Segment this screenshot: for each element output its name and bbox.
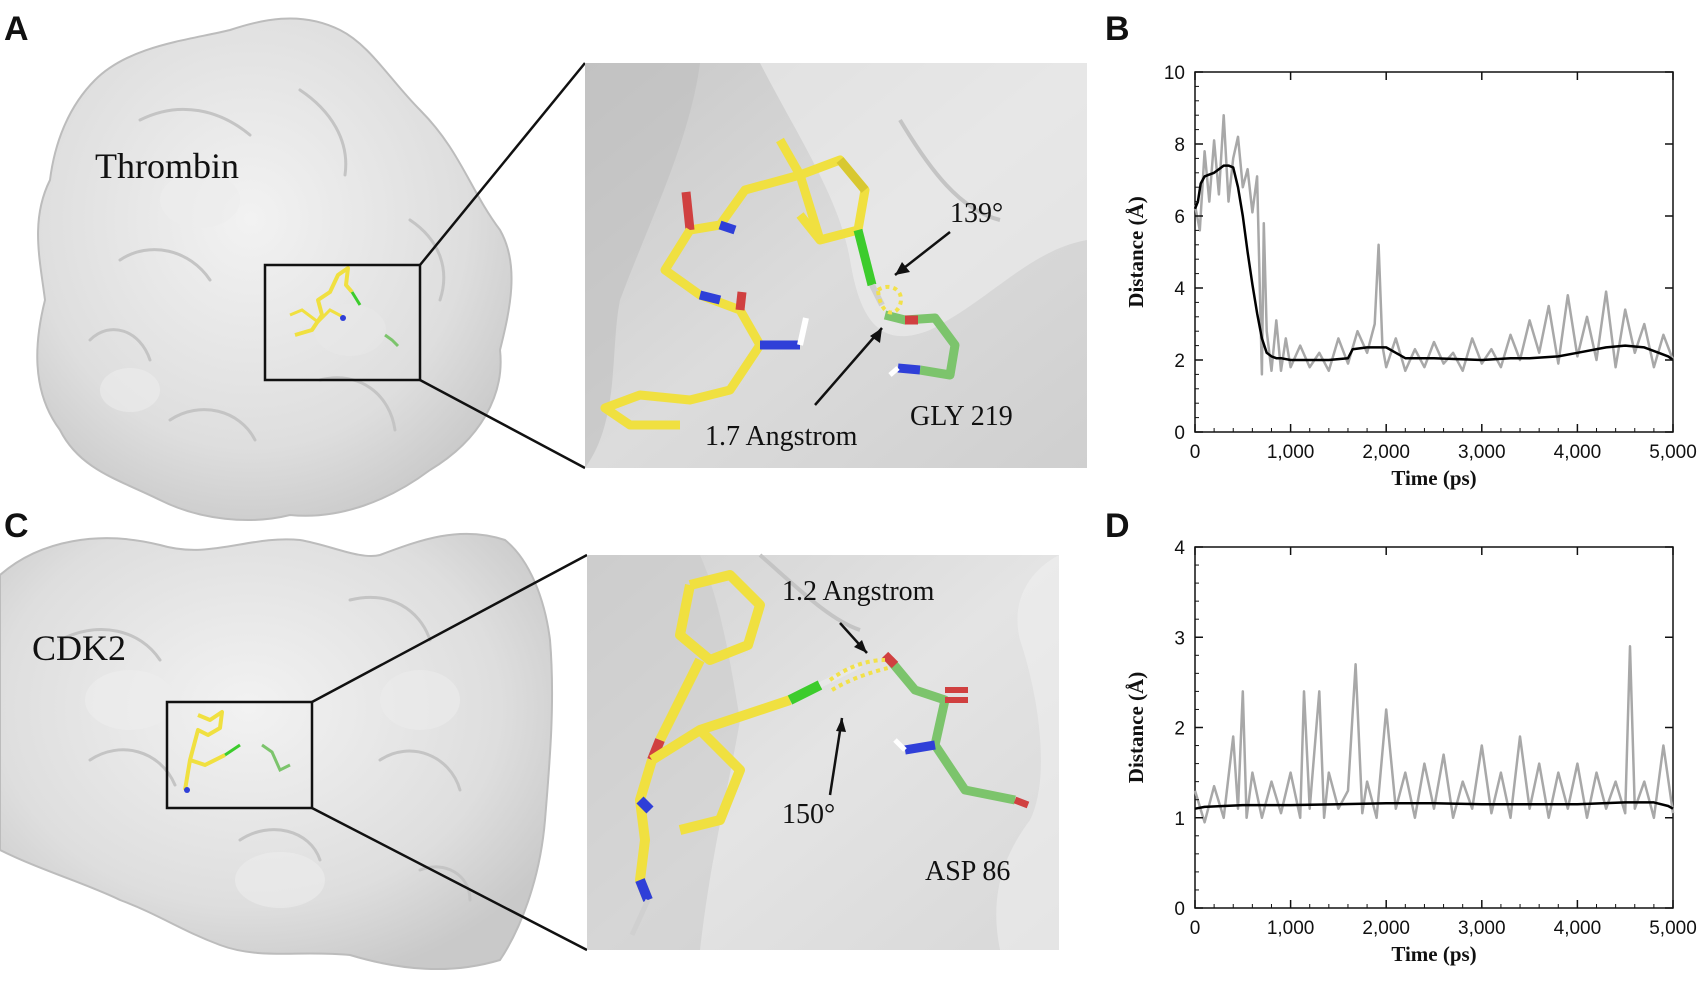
x-tick-label: 2,000: [1362, 442, 1410, 463]
x-tick-label: 2,000: [1362, 918, 1410, 939]
y-tick-label: 0: [1174, 423, 1185, 444]
chlorine-atom-c: [787, 680, 823, 705]
smoothed-distance-trace: [1193, 164, 1674, 362]
panel-c: C CDK2: [0, 507, 1059, 971]
chart-d: 0 1,000 2,000 3,000 4,000 5,000 0 1 2 3 4 Time (ps)…: [1124, 538, 1697, 966]
x-tick-label: 3,000: [1458, 442, 1506, 463]
distance-label-a: 1.7 Angstrom: [705, 421, 858, 452]
ligand-mini-c: [183, 710, 291, 793]
x-tick-label: 0: [1190, 918, 1201, 939]
halogen-bond-mini-a: [350, 291, 362, 306]
smoothed-distance-trace: [1194, 801, 1674, 810]
x-tick-label: 3,000: [1458, 918, 1506, 939]
protein-name-cdk2: CDK2: [32, 628, 126, 668]
panel-b: B 0 1,000 2,000 3,000 4,000 5,000 0 2 4 6 8 10 Time …: [1105, 10, 1697, 490]
panel-label-c: C: [4, 507, 29, 545]
panel-d: D 0 1,000 2,000 3,000 4,000 5,000 0 1 2 3 4 Time (p…: [1105, 507, 1697, 966]
plot-frame: [1194, 71, 1674, 433]
hbond-dashes-c: [828, 658, 889, 692]
x-tick-label: 5,000: [1649, 442, 1697, 463]
residue-gly219-sticks: [883, 310, 960, 380]
y-tick-label: 8: [1174, 135, 1185, 156]
plot-frame: [1194, 546, 1674, 909]
y-tick-label: 10: [1164, 63, 1185, 84]
panel-label-b: B: [1105, 10, 1130, 48]
y-tick-label: 0: [1174, 899, 1185, 920]
y-axis-title: Distance (Å): [1124, 672, 1148, 783]
residue-label-asp86: ASP 86: [925, 856, 1010, 887]
residue-asp86-sticks: [881, 651, 1030, 809]
panel-label-a: A: [4, 10, 29, 48]
y-axis-title: Distance (Å): [1124, 196, 1148, 307]
panel-label-d: D: [1105, 507, 1130, 545]
chart-b: 0 1,000 2,000 3,000 4,000 5,000 0 2 4 6 8 10 Time (p…: [1124, 63, 1697, 490]
zoom-line-a-bottom: [419, 378, 586, 470]
x-tick-label: 4,000: [1554, 918, 1602, 939]
y-tick-label: 3: [1174, 628, 1185, 649]
distance-label-c: 1.2 Angstrom: [782, 576, 935, 607]
y-tick-label: 1: [1174, 809, 1185, 830]
x-tick-label: 1,000: [1267, 918, 1315, 939]
ligand-sticks-a: [600, 137, 885, 430]
x-tick-label: 0: [1190, 442, 1201, 463]
x-tick-label: 4,000: [1554, 442, 1602, 463]
y-tick-label: 2: [1174, 351, 1185, 372]
arrow-distance-a: [814, 327, 883, 406]
y-tick-label: 2: [1174, 719, 1185, 740]
zoom-box-a: [263, 263, 422, 382]
x-tick-label: 5,000: [1649, 918, 1697, 939]
angle-label-c: 150°: [782, 799, 835, 830]
protein-name-thrombin: Thrombin: [95, 146, 239, 186]
angle-label-a: 139°: [950, 198, 1003, 229]
zoom-line-c-top: [311, 553, 588, 704]
panel-a: A Thrombin: [4, 10, 1087, 521]
hbond-dashes-a: [876, 284, 903, 315]
chlorine-atom-a: [853, 228, 877, 287]
x-tick-label: 1,000: [1267, 442, 1315, 463]
ligand-sticks-c: [629, 570, 862, 937]
cdk2-surface: [0, 532, 554, 971]
raw-distance-trace: [1193, 645, 1675, 824]
zoom-box-c: [165, 700, 314, 810]
zoom-line-c-bottom: [311, 806, 588, 952]
thrombin-surface: [36, 17, 513, 521]
y-tick-label: 4: [1174, 279, 1185, 300]
residue-label-gly219: GLY 219: [910, 401, 1013, 432]
y-tick-label: 6: [1174, 207, 1185, 228]
zoom-line-a-top: [419, 62, 586, 266]
x-axis-title: Time (ps): [1391, 942, 1476, 966]
x-axis-title: Time (ps): [1391, 466, 1476, 490]
y-tick-label: 4: [1174, 538, 1185, 559]
ligand-mini-a: [289, 266, 400, 348]
raw-distance-trace: [1193, 113, 1675, 376]
